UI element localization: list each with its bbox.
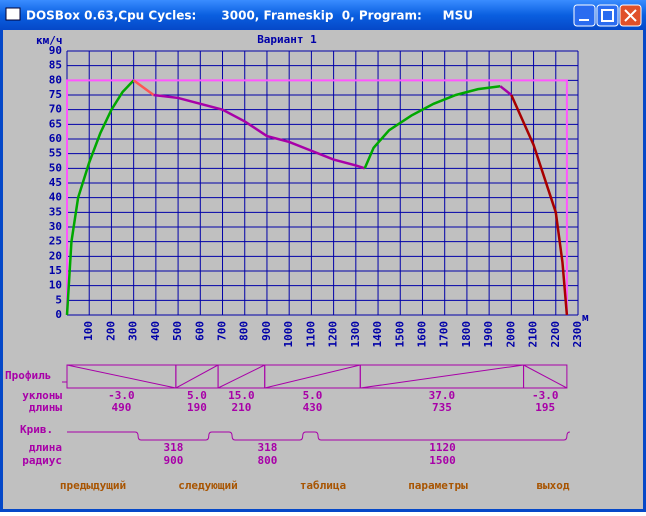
- grade-value: 15.0: [228, 389, 255, 402]
- y-axis-label: км/ч: [36, 34, 63, 47]
- x-tick-label: 600: [193, 321, 206, 341]
- window-title: DOSBox 0.63,Cpu Cycles: 3000, Frameskip …: [26, 9, 473, 23]
- grade-value: -3.0: [108, 389, 135, 402]
- x-tick-label: 1700: [438, 321, 451, 348]
- length-value: 190: [187, 401, 207, 414]
- minimize-button[interactable]: [573, 4, 596, 27]
- curve-radius-label: радиус: [22, 454, 62, 467]
- y-tick-label: 55: [49, 147, 62, 160]
- menu-item[interactable]: параметры: [408, 479, 468, 492]
- x-tick-label: 1100: [304, 321, 317, 348]
- y-tick-label: 10: [49, 279, 62, 292]
- x-tick-label: 400: [149, 321, 162, 341]
- curve-radius: 800: [257, 454, 277, 467]
- y-tick-label: 15: [49, 264, 62, 277]
- grade-label: уклоны: [22, 389, 62, 402]
- x-tick-label: 2100: [527, 321, 540, 348]
- grade-value: 37.0: [429, 389, 456, 402]
- x-tick-label: 2300: [571, 321, 584, 348]
- x-tick-label: 2000: [504, 321, 517, 348]
- dos-screen: [3, 30, 643, 509]
- y-tick-label: 50: [49, 161, 62, 174]
- title-bar: [0, 0, 646, 30]
- x-tick-label: 1800: [460, 321, 473, 348]
- x-tick-label: 900: [260, 321, 273, 341]
- y-tick-label: 45: [49, 176, 62, 189]
- x-tick-label: 700: [216, 321, 229, 341]
- curve-length: 1120: [429, 441, 456, 454]
- x-tick-label: 1900: [482, 321, 495, 348]
- length-label: длины: [29, 401, 62, 414]
- grade-value: 5.0: [303, 389, 323, 402]
- y-tick-label: 70: [49, 103, 62, 116]
- x-tick-label: 1200: [327, 321, 340, 348]
- speed-curve: [363, 84, 501, 169]
- y-tick-label: 0: [55, 308, 62, 321]
- menu-item[interactable]: следующий: [178, 479, 238, 492]
- x-axis-label: м: [582, 311, 589, 324]
- x-tick-label: 1000: [282, 321, 295, 348]
- curves-line: [67, 431, 570, 441]
- profile-segment: [523, 364, 568, 389]
- x-tick-label: 500: [171, 321, 184, 341]
- y-tick-label: 85: [49, 59, 62, 72]
- y-tick-label: 35: [49, 205, 62, 218]
- x-tick-label: 300: [127, 321, 140, 341]
- profile-slope: [175, 364, 219, 389]
- speed-curve: [153, 93, 366, 170]
- y-tick-label: 30: [49, 220, 62, 233]
- curve-length: 318: [163, 441, 183, 454]
- profile-slope: [66, 364, 176, 389]
- speed-limit: [66, 79, 568, 315]
- length-value: 195: [535, 401, 555, 414]
- x-tick-label: 2200: [549, 321, 562, 348]
- curve-length-label: длина: [29, 441, 62, 454]
- profile-slope: [217, 364, 265, 389]
- x-tick-label: 100: [82, 321, 95, 341]
- curve-radius: 1500: [429, 454, 456, 467]
- x-tick-label: 1400: [371, 321, 384, 348]
- y-tick-label: 40: [49, 191, 62, 204]
- x-tick-label: 1600: [415, 321, 428, 348]
- grade-value: -3.0: [532, 389, 559, 402]
- curves-label: Крив.: [20, 423, 53, 436]
- y-tick-label: 80: [49, 73, 62, 86]
- y-tick-label: 90: [49, 44, 62, 57]
- length-value: 735: [432, 401, 452, 414]
- speed-curve: [132, 79, 155, 97]
- x-tick-label: 200: [104, 321, 117, 341]
- curve-length: 318: [257, 441, 277, 454]
- curve-radius: 900: [163, 454, 183, 467]
- grade-value: 5.0: [187, 389, 207, 402]
- y-tick-label: 60: [49, 132, 62, 145]
- menu-item[interactable]: предыдущий: [60, 479, 126, 492]
- menu-item[interactable]: выход: [536, 479, 569, 492]
- y-tick-label: 25: [49, 235, 62, 248]
- y-tick-label: 75: [49, 88, 62, 101]
- app-icon: [5, 7, 21, 21]
- speed-curve: [499, 85, 513, 96]
- speed-curve: [65, 79, 135, 316]
- y-tick-label: 20: [49, 249, 62, 262]
- length-value: 210: [231, 401, 251, 414]
- x-tick-label: 1500: [393, 321, 406, 348]
- length-value: 430: [303, 401, 323, 414]
- profile-slope: [523, 364, 568, 389]
- x-tick-label: 1300: [349, 321, 362, 348]
- speed-curve: [510, 94, 569, 316]
- profile-slope: [264, 364, 361, 389]
- x-tick-label: 800: [238, 321, 251, 341]
- profile-slope: [360, 364, 524, 389]
- maximize-button[interactable]: [596, 4, 619, 27]
- button-glyphs: [579, 9, 637, 22]
- profile-label: Профиль: [5, 369, 51, 382]
- y-tick-label: 65: [49, 117, 62, 130]
- y-tick-label: 5: [55, 293, 62, 306]
- menu-item[interactable]: таблица: [300, 479, 346, 492]
- chart-title: Вариант 1: [257, 33, 317, 46]
- length-value: 490: [111, 401, 131, 414]
